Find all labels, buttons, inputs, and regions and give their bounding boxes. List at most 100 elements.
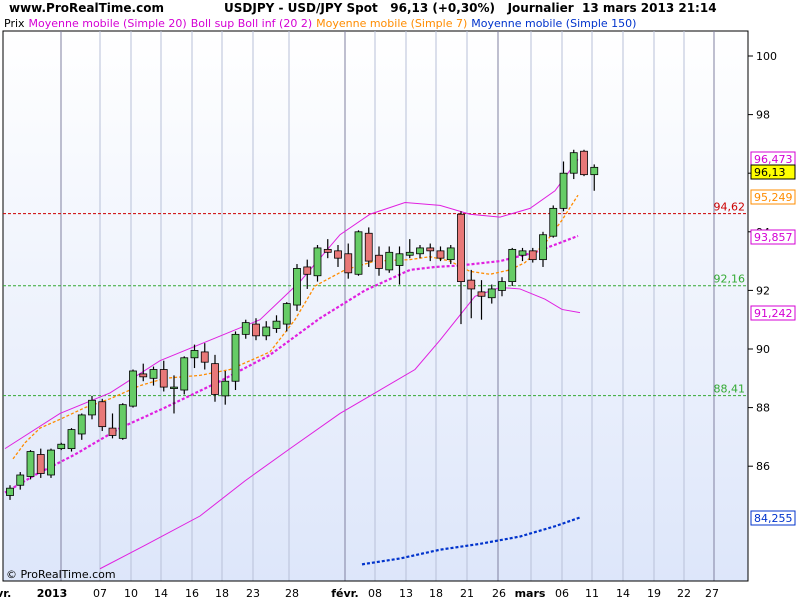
candle-body <box>354 231 363 275</box>
legend-item: Moyenne mobile (Simple 20) <box>28 17 187 30</box>
x-tick-label: 11 <box>585 587 599 600</box>
candle-body <box>487 288 496 299</box>
candle-body <box>498 281 506 291</box>
site-name[interactable]: www.ProRealTime.com <box>9 1 164 15</box>
chart-legend: Prix Moyenne mobile (Simple 20) Boll sup B… <box>4 17 640 30</box>
candle-body <box>180 357 189 391</box>
level-label: 92,16 <box>714 273 746 286</box>
candle-body <box>323 248 332 253</box>
candle-body <box>221 380 230 397</box>
last-value-label: 95,249 <box>754 191 793 204</box>
candle-body <box>508 248 517 283</box>
x-tick-label: 16 <box>185 587 199 600</box>
legend-item: Prix <box>4 17 25 30</box>
x-axis-ticks: 2013 07 10 14 16 18 23 28 févr. 08 13 18 21 26 mars 06 1… <box>0 587 719 600</box>
x-tick-label: 26 <box>492 587 506 600</box>
candle-body <box>47 449 55 476</box>
x-tick-label: mars <box>515 587 546 600</box>
instrument-info: USDJPY - USD/JPY Spot 96,13 (+0,30%) Jou… <box>224 1 717 15</box>
last-value-label: 91,242 <box>754 307 793 320</box>
last-value-box <box>750 305 796 321</box>
candle-body <box>211 363 219 395</box>
candle-body <box>518 250 527 256</box>
candle-body <box>539 234 547 261</box>
candle-body <box>385 251 394 271</box>
candle-body <box>416 247 424 255</box>
instrument-name: USDJPY - USD/JPY Spot <box>224 1 378 15</box>
x-tick-label: 08 <box>368 587 382 600</box>
candle-body <box>375 254 383 269</box>
copyright-text: © ProRealTime.com <box>6 568 116 581</box>
candle-body <box>67 429 76 450</box>
candle-body <box>272 320 281 329</box>
last-value-box <box>750 229 796 245</box>
last-value-box <box>750 164 796 180</box>
candle-body <box>344 253 353 274</box>
x-tick-label: 14 <box>616 587 630 600</box>
last-value-label: 84,255 <box>754 512 793 525</box>
candle-body <box>118 404 127 439</box>
level-label: 88,41 <box>714 383 746 396</box>
candle-body <box>159 369 168 388</box>
x-tick-label: 18 <box>215 587 229 600</box>
x-tick-label: févr. <box>331 587 358 600</box>
candle-body <box>334 250 342 259</box>
y-tick-label: 90 <box>756 343 770 356</box>
candle-body <box>88 399 96 416</box>
x-tick-label: 06 <box>555 587 569 600</box>
last-value-box <box>750 510 796 526</box>
candle-body <box>77 414 86 435</box>
y-tick-label: 100 <box>756 50 777 63</box>
candle-body <box>149 369 158 379</box>
bollinger-lower-line <box>99 286 581 570</box>
candle-body <box>528 250 537 261</box>
sma7-line <box>12 194 579 460</box>
last-value-label: 93,857 <box>754 231 793 244</box>
candle-body <box>139 373 148 378</box>
y-tick-label: 98 <box>756 109 770 122</box>
x-tick-label: 28 <box>285 587 299 600</box>
candle-body <box>98 401 107 428</box>
candle-body <box>426 247 435 252</box>
instrument-price: 96,13 (+0,30%) <box>390 1 496 15</box>
candle-body <box>231 333 240 382</box>
candle-body <box>190 350 199 359</box>
candle-body <box>170 386 178 389</box>
last-value-label: 96,473 <box>754 153 793 166</box>
candle-body <box>282 303 291 325</box>
period-label: Journalier <box>507 1 574 15</box>
candle-body <box>57 443 66 450</box>
candle-body <box>6 487 14 496</box>
datetime-label: 13 mars 2013 21:14 <box>582 1 717 15</box>
candle-body <box>477 291 486 297</box>
level-label: 94,62 <box>714 201 746 214</box>
y-tick-label: 88 <box>756 402 770 415</box>
x-tick-label: 07 <box>93 587 107 600</box>
candle-body <box>395 253 404 266</box>
candle-body <box>405 251 414 256</box>
last-value-box <box>750 189 796 205</box>
x-tick-label: avr. <box>0 587 11 600</box>
candle-body <box>436 250 445 259</box>
x-tick-label: 21 <box>460 587 474 600</box>
candle-body <box>262 326 271 337</box>
candle-body <box>241 322 250 335</box>
x-tick-label: 18 <box>429 587 443 600</box>
candle-body <box>364 232 373 262</box>
x-tick-label: 22 <box>677 587 691 600</box>
candle-body <box>200 351 209 363</box>
y-tick-label: 92 <box>756 284 770 297</box>
x-tick-label: 13 <box>399 587 413 600</box>
candle-body <box>590 166 599 176</box>
y-tick-label: 86 <box>756 460 770 473</box>
legend-item: Moyenne mobile (Simple 7) <box>316 17 468 30</box>
x-tick-label: 2013 <box>37 587 68 600</box>
candle-body <box>569 152 578 174</box>
candle-body <box>457 213 465 283</box>
x-tick-label: 14 <box>154 587 168 600</box>
x-tick-label: 19 <box>647 587 661 600</box>
candle-body <box>16 474 25 486</box>
candle-body <box>446 247 455 261</box>
